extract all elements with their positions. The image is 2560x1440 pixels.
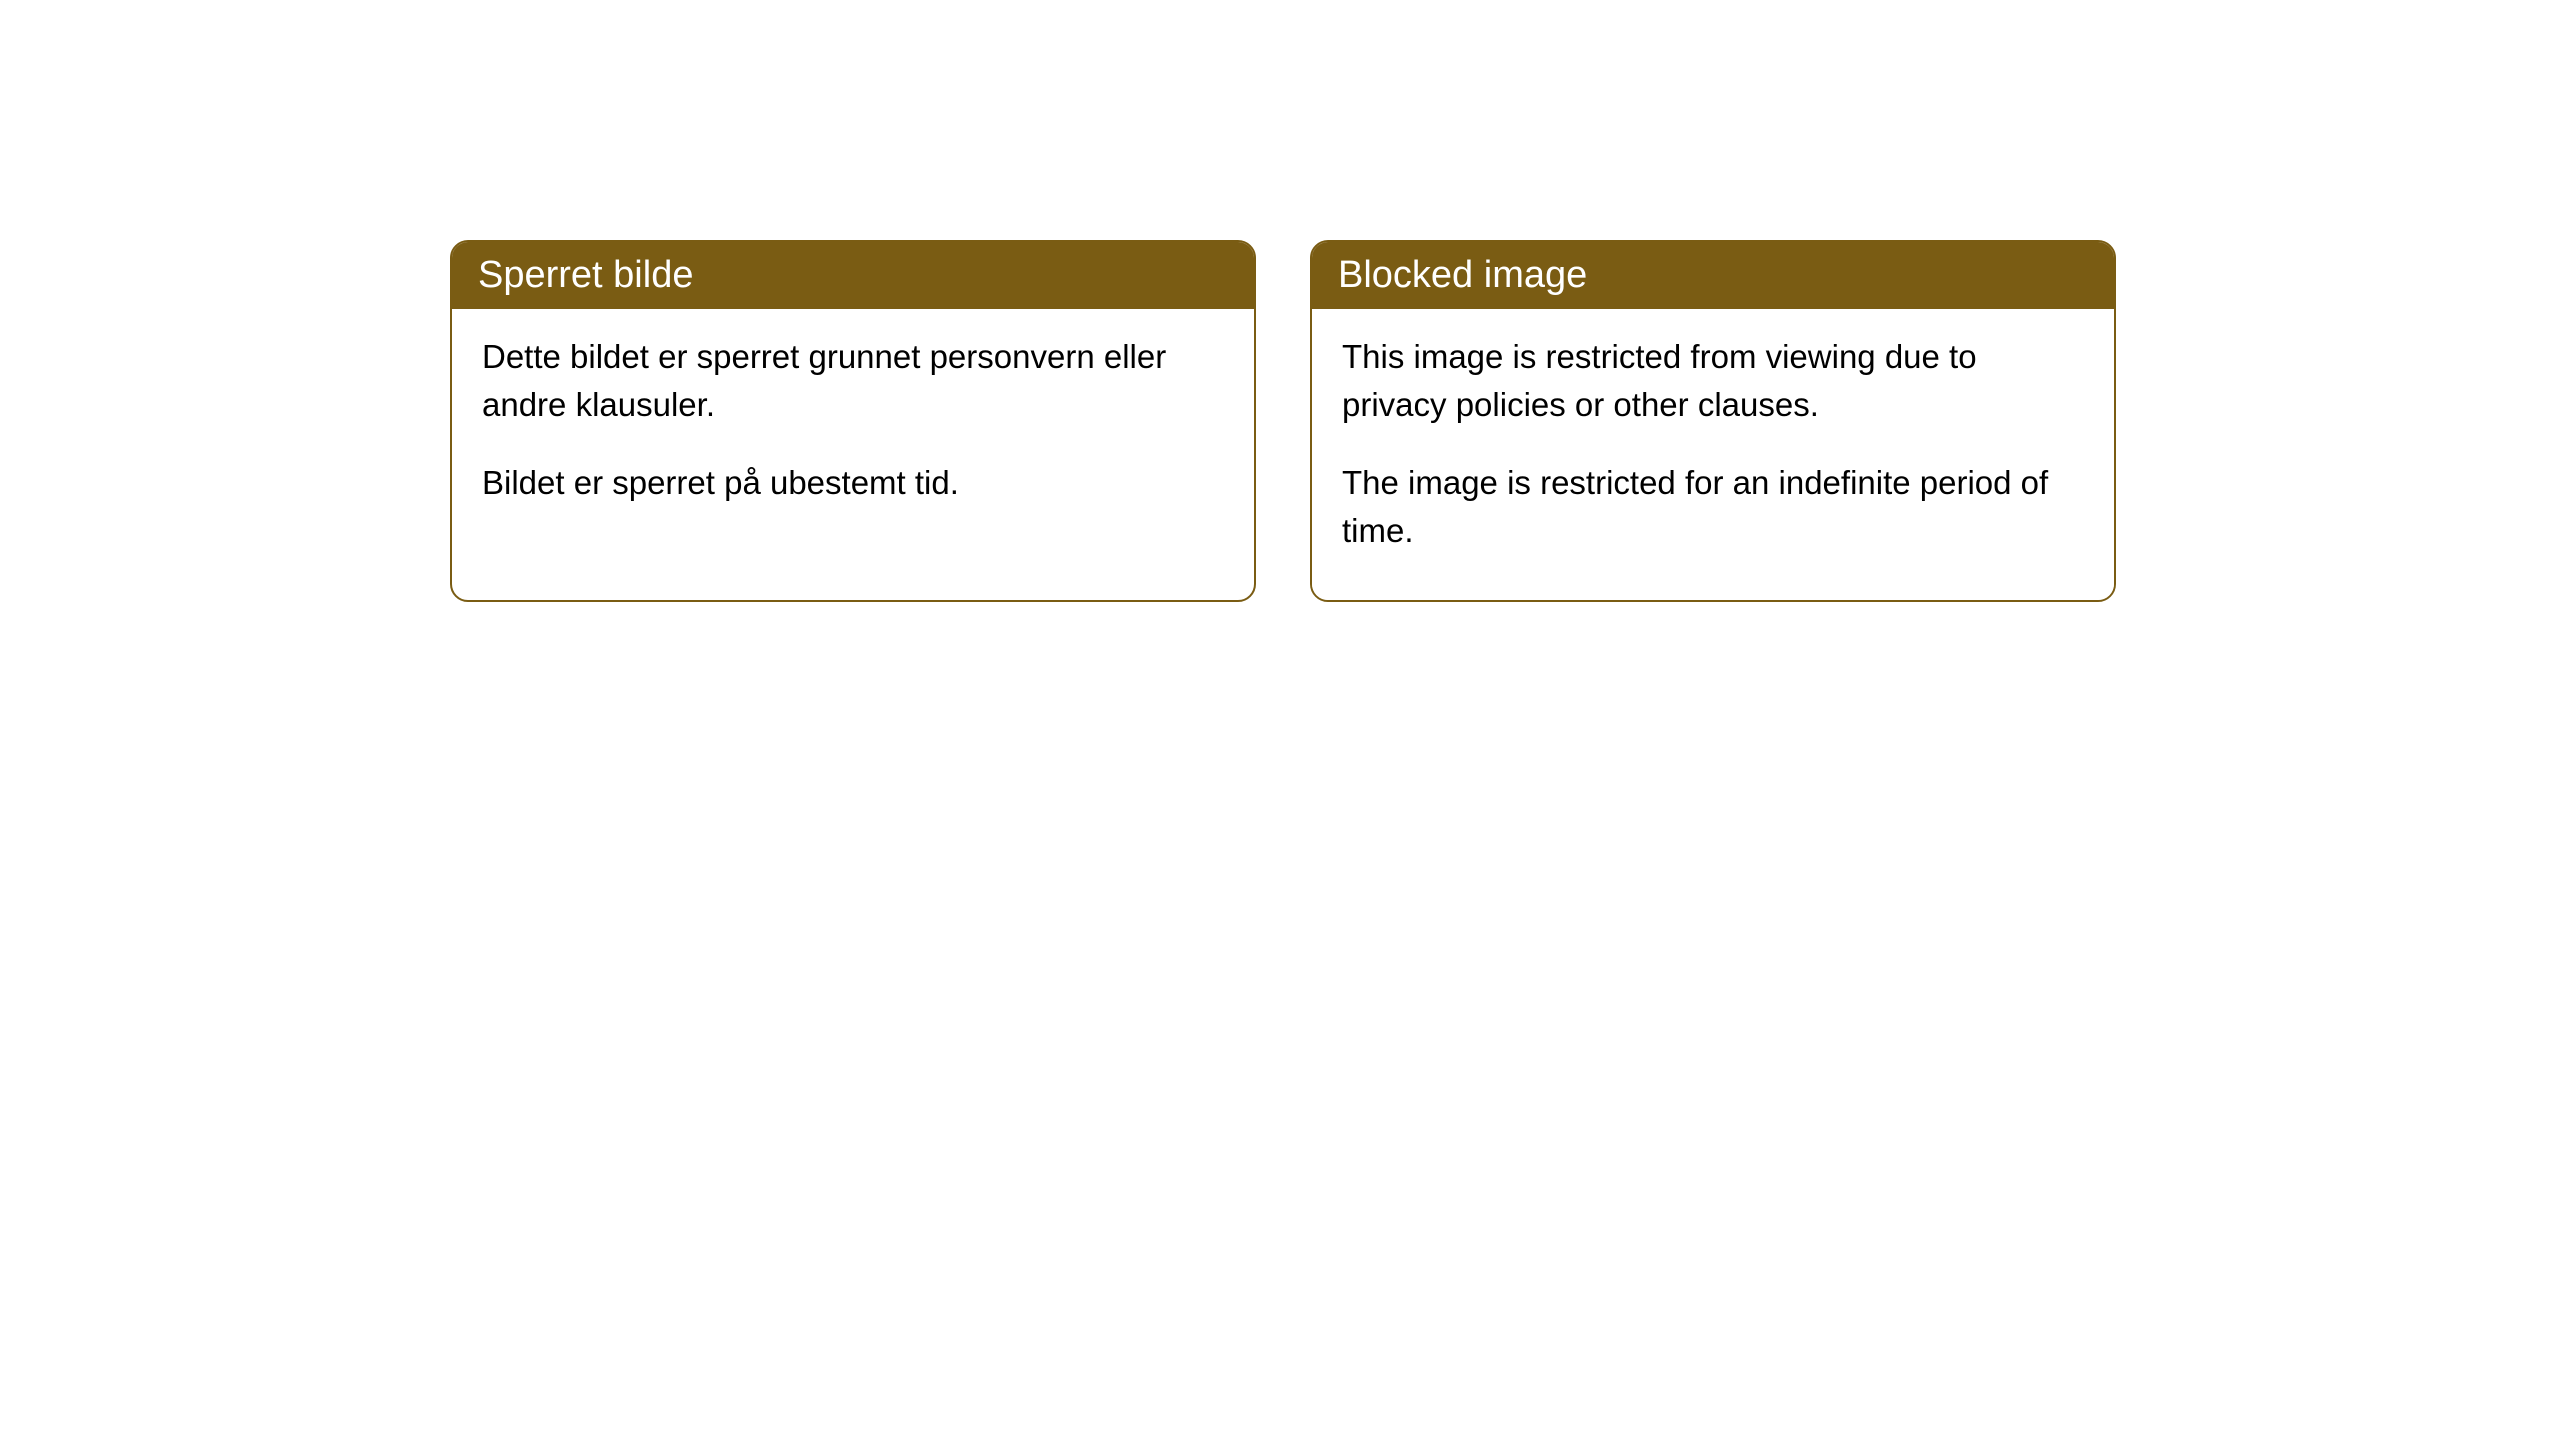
card-para2-english: The image is restricted for an indefinit… [1342, 459, 2084, 555]
card-para1-norwegian: Dette bildet er sperret grunnet personve… [482, 333, 1224, 429]
card-header-norwegian: Sperret bilde [452, 242, 1254, 309]
card-body-english: This image is restricted from viewing du… [1312, 309, 2114, 600]
card-para2-norwegian: Bildet er sperret på ubestemt tid. [482, 459, 1224, 507]
notice-card-norwegian: Sperret bilde Dette bildet er sperret gr… [450, 240, 1256, 602]
card-header-english: Blocked image [1312, 242, 2114, 309]
card-body-norwegian: Dette bildet er sperret grunnet personve… [452, 309, 1254, 553]
notice-card-english: Blocked image This image is restricted f… [1310, 240, 2116, 602]
notice-cards-container: Sperret bilde Dette bildet er sperret gr… [450, 240, 2116, 602]
card-title-norwegian: Sperret bilde [478, 254, 693, 296]
card-title-english: Blocked image [1338, 254, 1587, 296]
card-para1-english: This image is restricted from viewing du… [1342, 333, 2084, 429]
